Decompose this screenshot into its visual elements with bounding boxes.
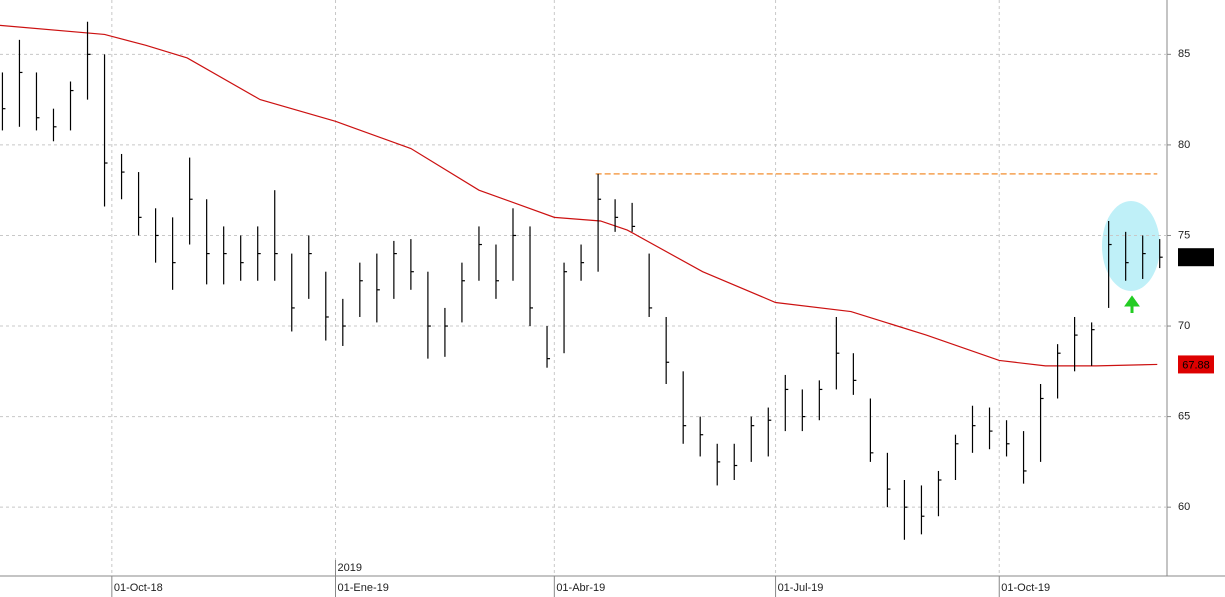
x-tick-label: 01-Jul-19 <box>778 582 824 594</box>
y-tick-label: 60 <box>1178 501 1190 513</box>
highlight-ellipse <box>1102 201 1160 291</box>
y-tick-label: 75 <box>1178 229 1190 241</box>
x-tick-label: 01-Oct-18 <box>114 582 163 594</box>
ma-value-label: 67.88 <box>1182 359 1210 371</box>
y-tick-label: 80 <box>1178 139 1190 151</box>
up-arrow <box>1124 295 1140 313</box>
marks <box>0 21 1163 540</box>
x-tick-label: 01-Oct-19 <box>1001 582 1050 594</box>
grid <box>0 0 1171 597</box>
labels: 60 65 70 75 80 85 01-Oct-18 01-Ene-19 01-Abr-19 0… <box>114 48 1214 594</box>
y-tick-label: 65 <box>1178 411 1190 423</box>
x-tick-label: 01-Ene-19 <box>338 582 389 594</box>
year-label: 2019 <box>338 562 362 574</box>
y-tick-label: 70 <box>1178 320 1190 332</box>
last-price-box <box>1178 248 1214 267</box>
y-tick-label: 85 <box>1178 48 1190 60</box>
ma-value-box <box>1178 355 1214 374</box>
moving-average <box>0 24 1158 367</box>
x-tick-label: 01-Abr-19 <box>556 582 605 594</box>
